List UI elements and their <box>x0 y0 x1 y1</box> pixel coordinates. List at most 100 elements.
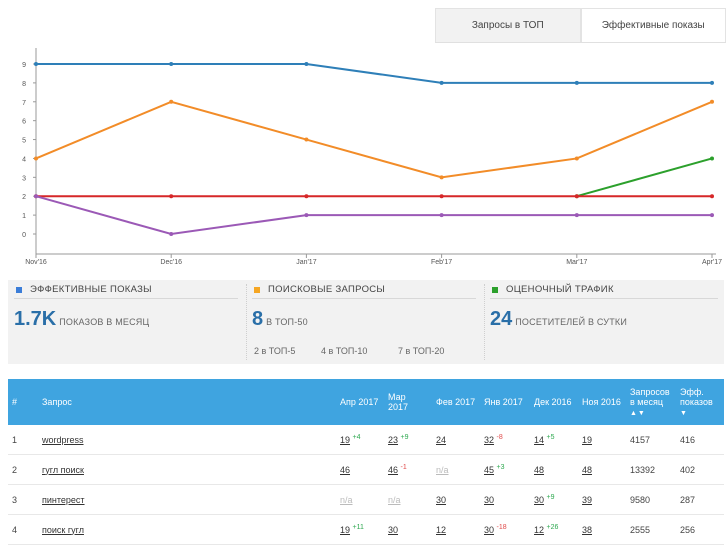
position-link[interactable]: 24 <box>436 434 447 445</box>
position-link[interactable]: 32 <box>484 435 495 445</box>
table-row: 1 wordpress 19 +4 23 +9 24 32 -8 14 +5 19 4157 41… <box>8 425 724 455</box>
row-m4: 30 -18 <box>480 514 530 545</box>
position-link[interactable]: 30 <box>484 525 495 535</box>
position-link[interactable]: 46 <box>340 464 351 475</box>
position-link[interactable]: 30 <box>484 494 495 505</box>
data-point <box>574 80 579 85</box>
col-eff[interactable]: Эфф. показов ▼ <box>680 387 713 417</box>
stat-traffic-value: 24 <box>490 308 513 330</box>
query-link[interactable]: wordpress <box>42 434 84 445</box>
position-link[interactable]: n/a <box>436 464 449 475</box>
data-point <box>439 213 444 218</box>
stat-queries-title: ПОИСКОВЫЕ ЗАПРОСЫ <box>268 284 386 295</box>
stat-top20[interactable]: 7 в ТОП-20 <box>398 346 445 356</box>
position-change: -18 <box>496 524 507 531</box>
data-point <box>710 80 714 85</box>
series-line-0 <box>36 63 712 84</box>
position-change: +11 <box>352 524 364 531</box>
row-m4: 32 -8 <box>480 425 530 455</box>
row-eff: 256 <box>676 514 724 545</box>
row-query: пинтерест <box>38 484 336 515</box>
position-change: +4 <box>352 434 361 441</box>
position-link[interactable]: 39 <box>582 494 593 505</box>
row-m5: 48 <box>530 454 578 485</box>
sort-arrows-icon[interactable]: ▲▼ <box>630 410 646 417</box>
col-feb-2017[interactable]: Фев 2017 <box>436 397 476 407</box>
col-mar-2017[interactable]: Мар 2017 <box>388 392 409 412</box>
col-dec-2016[interactable]: Дек 2016 <box>534 397 572 407</box>
row-m5: 14 +5 <box>530 425 578 455</box>
position-link[interactable]: 23 <box>388 435 399 445</box>
stat-top5[interactable]: 2 в ТОП-5 <box>254 346 296 356</box>
position-link[interactable]: 30 <box>388 524 399 535</box>
row-monthly: 4157 <box>626 425 676 455</box>
col-jan-2017[interactable]: Янв 2017 <box>484 397 523 407</box>
row-eff: 416 <box>676 425 724 455</box>
position-link[interactable]: 19 <box>340 435 351 445</box>
stat-effective: ЭФФЕКТИВНЫЕ ПОКАЗЫ 1.7K ПОКАЗОВ В МЕСЯЦ <box>8 280 246 364</box>
y-tick-label: 7 <box>22 100 26 107</box>
position-change: +9 <box>546 494 555 501</box>
row-m5: 30 +9 <box>530 484 578 515</box>
row-eff: 287 <box>676 484 724 515</box>
stats-panel: ЭФФЕКТИВНЫЕ ПОКАЗЫ 1.7K ПОКАЗОВ В МЕСЯЦ П… <box>8 280 724 364</box>
row-m1: 19 +11 <box>336 514 384 545</box>
table-row: 2 гугл поиск 46 46 -1 n/a 45 +3 48 48 13392 402 <box>8 454 724 485</box>
row-query: поиск гугл <box>38 514 336 545</box>
data-point <box>710 156 714 161</box>
y-tick-label: 6 <box>22 119 26 126</box>
row-m3: 24 <box>432 425 480 455</box>
data-point <box>34 156 38 161</box>
position-link[interactable]: 19 <box>340 525 351 535</box>
query-link[interactable]: гугл поиск <box>42 464 84 475</box>
position-link[interactable]: 12 <box>436 524 447 535</box>
row-monthly: 9580 <box>626 484 676 515</box>
query-link[interactable]: поиск гугл <box>42 524 84 535</box>
row-m1: 46 <box>336 454 384 485</box>
col-monthly[interactable]: Запросов в месяц ▲▼ <box>630 387 670 417</box>
col-nov-2016[interactable]: Ноя 2016 <box>582 397 621 407</box>
position-link[interactable]: 30 <box>436 494 447 505</box>
data-point <box>439 194 444 199</box>
row-query: wordpress <box>38 425 336 455</box>
row-m2: 30 <box>384 514 432 545</box>
position-link[interactable]: n/a <box>340 494 353 505</box>
row-m3: 12 <box>432 514 480 545</box>
tab-top-queries[interactable]: Запросы в ТОП <box>435 8 581 42</box>
position-link[interactable]: 45 <box>484 465 495 475</box>
position-change: -8 <box>496 434 503 441</box>
data-point <box>169 62 174 66</box>
position-link[interactable]: 48 <box>534 464 545 475</box>
row-monthly: 2555 <box>626 514 676 545</box>
series-line-1 <box>35 100 713 179</box>
data-point <box>304 194 309 199</box>
data-point <box>304 62 309 66</box>
position-link[interactable]: 48 <box>582 464 593 475</box>
x-tick-label: Feb'17 <box>431 259 452 266</box>
series-line-4 <box>35 195 712 236</box>
stat-traffic-title: ОЦЕНОЧНЫЙ ТРАФИК <box>506 284 614 295</box>
position-link[interactable]: 30 <box>534 495 545 505</box>
y-tick-label: 9 <box>22 62 26 69</box>
position-link[interactable]: 46 <box>388 465 399 475</box>
col-query[interactable]: Запрос <box>42 397 72 407</box>
queries-table: # Запрос Апр 2017 Мар 2017 Фев 2017 Янв … <box>8 379 724 545</box>
sort-down-icon[interactable]: ▼ <box>680 410 688 417</box>
query-link[interactable]: пинтерест <box>42 494 85 505</box>
position-link[interactable]: n/a <box>388 494 401 505</box>
row-m3: 30 <box>432 484 480 515</box>
row-m4: 45 +3 <box>480 454 530 485</box>
table-row: 4 поиск гугл 19 +11 30 12 30 -18 12 +26 38 2555 2… <box>8 514 724 545</box>
tab-effective-impressions[interactable]: Эффективные показы <box>580 8 726 42</box>
row-m4: 30 <box>480 484 530 515</box>
position-link[interactable]: 38 <box>582 524 593 535</box>
blue-square-icon <box>16 286 22 293</box>
row-m6: 38 <box>578 514 626 545</box>
data-point <box>710 194 714 199</box>
position-link[interactable]: 19 <box>582 434 593 445</box>
position-link[interactable]: 14 <box>534 435 545 445</box>
col-apr-2017[interactable]: Апр 2017 <box>340 397 379 407</box>
stat-top10[interactable]: 4 в ТОП-10 <box>321 346 368 356</box>
col-num: # <box>12 397 18 407</box>
position-link[interactable]: 12 <box>534 525 545 535</box>
